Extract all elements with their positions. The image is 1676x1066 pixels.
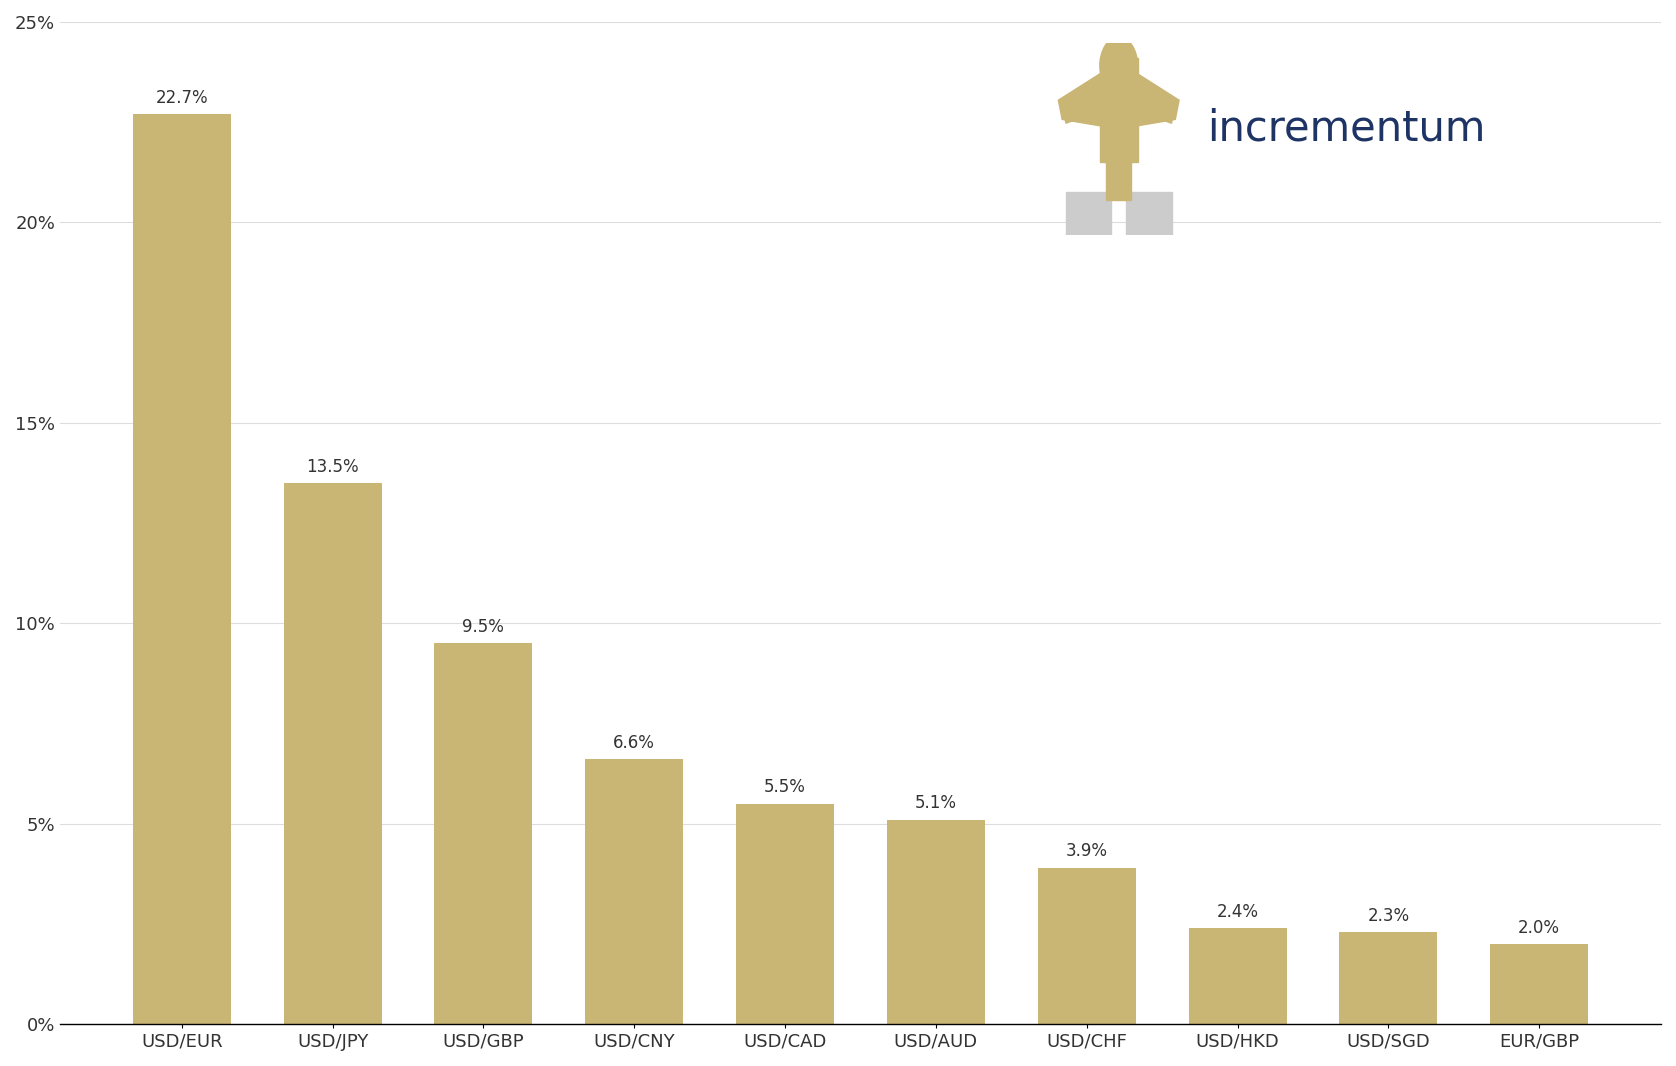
Bar <box>1106 162 1131 200</box>
Bar <box>434 643 533 1024</box>
Text: 3.9%: 3.9% <box>1066 842 1108 860</box>
Text: 2.4%: 2.4% <box>1217 903 1259 921</box>
Bar <box>283 483 382 1024</box>
Bar <box>1037 868 1136 1024</box>
Text: 9.5%: 9.5% <box>463 618 504 636</box>
Text: incrementum: incrementum <box>1207 108 1485 150</box>
Text: 2.3%: 2.3% <box>1368 906 1410 924</box>
Polygon shape <box>1063 96 1118 124</box>
Bar <box>736 804 835 1024</box>
Polygon shape <box>1118 96 1173 124</box>
Bar <box>1066 192 1111 235</box>
Polygon shape <box>1099 58 1138 162</box>
Bar <box>887 820 985 1024</box>
Bar <box>1188 927 1287 1024</box>
Text: 22.7%: 22.7% <box>156 88 208 107</box>
Bar <box>1339 932 1438 1024</box>
Bar <box>1126 192 1172 235</box>
Polygon shape <box>1118 62 1180 129</box>
Text: 2.0%: 2.0% <box>1518 919 1560 937</box>
Bar <box>1490 943 1589 1024</box>
Bar <box>585 759 684 1024</box>
Text: 6.6%: 6.6% <box>613 734 655 753</box>
Text: 5.1%: 5.1% <box>915 794 957 812</box>
Polygon shape <box>1059 62 1118 129</box>
Polygon shape <box>1069 77 1118 110</box>
Polygon shape <box>1118 77 1170 110</box>
Bar <box>132 114 231 1024</box>
Circle shape <box>1099 37 1138 95</box>
Text: 13.5%: 13.5% <box>307 457 359 475</box>
Text: 5.5%: 5.5% <box>764 778 806 796</box>
